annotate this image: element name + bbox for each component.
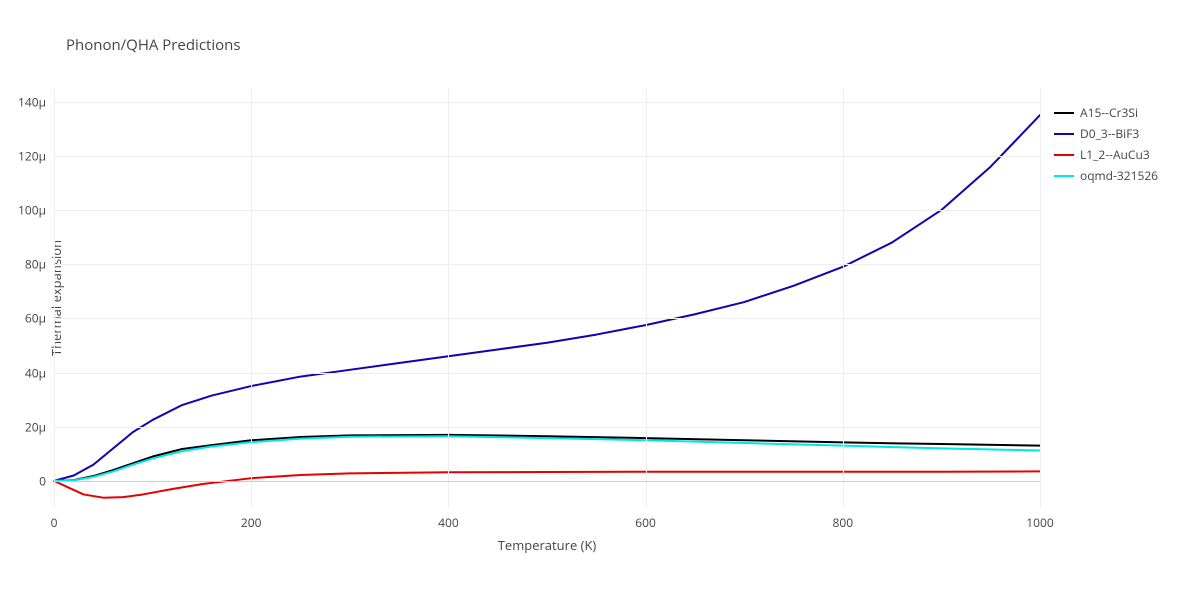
grid-line-v	[1040, 88, 1041, 508]
legend-label: oqmd-321526	[1080, 167, 1158, 184]
grid-line-v	[448, 88, 449, 508]
legend-swatch	[1054, 154, 1074, 156]
grid-line-h	[54, 373, 1040, 374]
y-tick-label: 80μ	[25, 256, 46, 273]
x-tick-label: 1000	[1026, 514, 1053, 531]
x-tick-label: 600	[635, 514, 656, 531]
y-tick-label: 0	[39, 472, 46, 489]
y-tick-label: 120μ	[18, 147, 46, 164]
grid-line-h	[54, 427, 1040, 428]
grid-line-v	[251, 88, 252, 508]
y-tick-label: 140μ	[18, 93, 46, 110]
grid-line-h	[54, 318, 1040, 319]
x-axis-label: Temperature (K)	[498, 536, 597, 554]
grid-line-v	[54, 88, 55, 508]
legend-swatch	[1054, 133, 1074, 135]
y-tick-label: 40μ	[25, 364, 46, 381]
plot-area[interactable]: Temperature (K) Thermal expansion 020040…	[54, 88, 1040, 508]
series-line[interactable]	[54, 471, 1040, 497]
lines-layer	[54, 88, 1040, 508]
x-tick-label: 200	[241, 514, 262, 531]
y-tick-label: 60μ	[25, 310, 46, 327]
series-line[interactable]	[54, 435, 1040, 481]
zero-line	[54, 481, 1040, 482]
legend-item[interactable]: D0_3--BiF3	[1054, 125, 1158, 142]
chart-title: Phonon/QHA Predictions	[66, 35, 241, 55]
legend-item[interactable]: L1_2--AuCu3	[1054, 146, 1158, 163]
y-tick-label: 100μ	[18, 201, 46, 218]
legend-item[interactable]: A15--Cr3Si	[1054, 104, 1158, 121]
grid-line-h	[54, 102, 1040, 103]
x-tick-label: 800	[833, 514, 854, 531]
grid-line-v	[646, 88, 647, 508]
grid-line-h	[54, 264, 1040, 265]
legend-label: L1_2--AuCu3	[1080, 146, 1150, 163]
grid-line-h	[54, 156, 1040, 157]
legend: A15--Cr3Si D0_3--BiF3 L1_2--AuCu3 oqmd-3215…	[1054, 104, 1158, 188]
x-tick-label: 0	[51, 514, 58, 531]
legend-swatch	[1054, 175, 1074, 177]
x-tick-label: 400	[438, 514, 459, 531]
grid-line-h	[54, 210, 1040, 211]
legend-label: D0_3--BiF3	[1080, 125, 1139, 142]
y-tick-label: 20μ	[25, 418, 46, 435]
legend-swatch	[1054, 112, 1074, 114]
y-axis-label: Thermal expansion	[47, 240, 65, 356]
grid-line-v	[843, 88, 844, 508]
legend-label: A15--Cr3Si	[1080, 104, 1138, 121]
legend-item[interactable]: oqmd-321526	[1054, 167, 1158, 184]
